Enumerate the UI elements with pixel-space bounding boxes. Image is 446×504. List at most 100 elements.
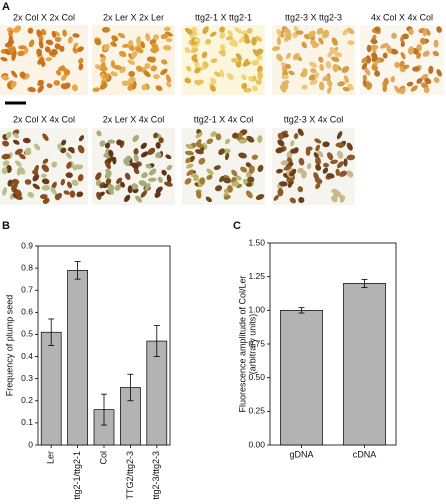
seed	[364, 67, 371, 76]
seed	[232, 132, 239, 139]
seed	[18, 45, 27, 50]
seed	[188, 33, 195, 39]
seed	[297, 186, 304, 193]
seed	[238, 36, 245, 44]
seed	[322, 167, 329, 174]
seed	[160, 68, 168, 76]
photo-label: ttg2-1 X 4x Col	[194, 114, 254, 124]
seed	[219, 31, 226, 40]
seed	[128, 76, 136, 83]
seed	[272, 46, 281, 51]
seed	[7, 179, 13, 187]
seed	[241, 74, 247, 81]
seed	[1, 167, 8, 175]
seed	[116, 139, 123, 146]
seed	[41, 164, 50, 173]
seed	[140, 151, 149, 158]
seed	[135, 195, 143, 203]
seed	[120, 181, 125, 188]
seed	[219, 175, 225, 183]
seed	[436, 69, 442, 77]
seed	[371, 64, 378, 71]
seed	[227, 185, 233, 193]
seed	[24, 179, 32, 185]
y-tick-label: 0.00	[248, 439, 265, 449]
seed	[322, 162, 330, 168]
seed	[370, 38, 378, 45]
seed	[316, 27, 324, 35]
seed	[257, 65, 263, 74]
seed	[361, 57, 368, 64]
seed	[42, 133, 49, 141]
seed	[194, 61, 200, 69]
seed	[327, 51, 333, 58]
seed	[335, 168, 340, 176]
seed	[110, 41, 117, 47]
seed	[389, 48, 399, 55]
seed	[298, 197, 305, 204]
seed	[240, 166, 248, 173]
seed	[100, 56, 106, 63]
seed	[205, 38, 212, 45]
seed	[230, 58, 240, 63]
seed	[288, 70, 295, 76]
seed	[246, 27, 253, 34]
seed	[131, 183, 139, 190]
seed	[77, 174, 84, 182]
seed	[318, 37, 324, 45]
seed	[54, 43, 61, 50]
seed	[219, 49, 226, 57]
seed	[56, 70, 62, 76]
seed	[342, 86, 350, 92]
seed	[191, 56, 199, 63]
seed	[315, 156, 321, 166]
seed	[202, 26, 209, 35]
seed	[326, 152, 334, 161]
error-bar	[101, 393, 107, 426]
seed	[158, 137, 164, 144]
seed	[141, 172, 148, 179]
seed	[315, 144, 320, 152]
seed	[124, 155, 132, 162]
seed	[95, 179, 102, 187]
seed	[428, 65, 434, 75]
seed	[416, 52, 422, 59]
seed	[165, 74, 172, 83]
seed	[219, 26, 226, 33]
seed	[235, 53, 242, 61]
seed	[251, 59, 260, 66]
seed	[113, 64, 122, 70]
seed	[112, 156, 117, 165]
seed	[66, 181, 73, 189]
seed	[118, 50, 127, 58]
seed	[63, 190, 70, 195]
seed	[50, 187, 57, 195]
seed	[206, 138, 214, 144]
seed	[433, 77, 440, 83]
seed	[60, 178, 66, 186]
seed	[205, 196, 212, 203]
seed	[346, 170, 354, 178]
seed	[122, 43, 130, 48]
seed	[365, 81, 372, 90]
seed	[186, 163, 194, 169]
seed	[71, 84, 78, 92]
seed	[195, 142, 203, 149]
seed	[252, 48, 259, 57]
seed	[99, 140, 106, 147]
seed	[18, 153, 26, 160]
seed	[6, 165, 12, 174]
seed	[292, 53, 300, 61]
seed	[277, 188, 284, 197]
seed	[110, 60, 116, 68]
seed	[76, 46, 84, 52]
seed	[422, 50, 430, 57]
seed	[276, 168, 283, 174]
seed	[148, 168, 157, 176]
seed	[53, 80, 61, 86]
seed	[67, 147, 75, 152]
seed	[400, 52, 406, 60]
seed	[42, 158, 49, 164]
seed	[243, 87, 252, 93]
seed	[130, 50, 138, 59]
